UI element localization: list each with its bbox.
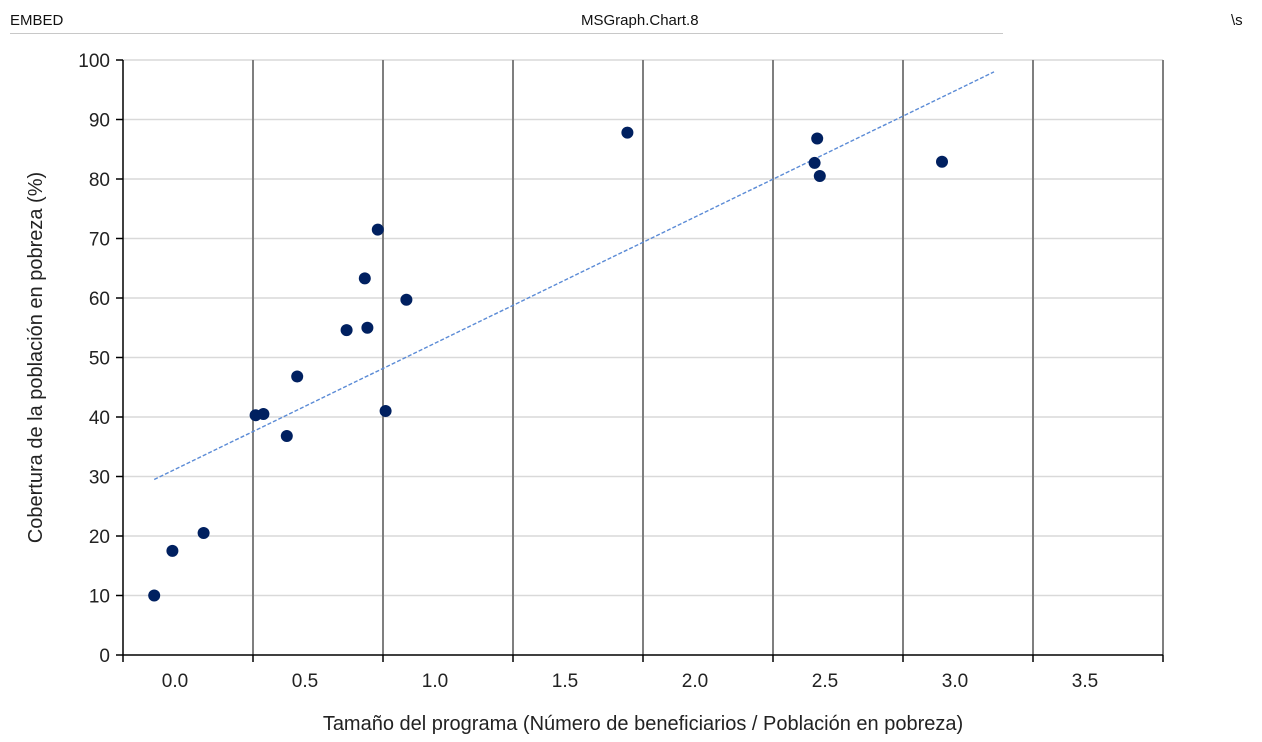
data-point <box>936 155 948 168</box>
trendline <box>153 71 995 481</box>
data-point <box>257 408 270 421</box>
y-tick-label: 70 <box>89 230 110 251</box>
axes <box>116 59 1164 662</box>
x-tick-label: 0.5 <box>292 671 318 692</box>
data-point <box>811 132 824 145</box>
data-point <box>197 527 210 540</box>
tick-labels: 0 10 20 30 40 50 60 70 80 90 100 0.0 0.5 1.0 1.5 2.0 2.5… <box>78 51 1098 692</box>
x-tick-label: 1.0 <box>422 671 448 692</box>
data-point <box>361 321 374 334</box>
x-tick-label: 3.5 <box>1072 671 1098 692</box>
y-tick-label: 30 <box>89 468 110 489</box>
data-point <box>379 405 392 418</box>
x-tick-label: 3.0 <box>942 671 968 692</box>
x-axis-title: Tamaño del programa (Número de beneficia… <box>323 713 963 735</box>
y-tick-label: 20 <box>89 527 110 548</box>
x-tick-label: 2.5 <box>812 671 838 692</box>
y-tick-label: 40 <box>89 408 110 429</box>
data-point <box>813 170 826 183</box>
data-point <box>371 223 384 236</box>
data-point <box>280 430 293 443</box>
field-switch-text: \s <box>1231 12 1243 29</box>
x-tick-label: 2.0 <box>682 671 708 692</box>
y-tick-label: 100 <box>78 51 110 72</box>
data-point <box>340 324 353 337</box>
y-tick-label: 10 <box>89 587 110 608</box>
data-point <box>621 126 634 139</box>
header-divider <box>10 33 1003 34</box>
x-tick-label: 1.5 <box>552 671 578 692</box>
y-tick-label: 90 <box>89 111 110 132</box>
y-axis-title: Cobertura de la población en pobreza (%) <box>25 172 47 543</box>
y-tick-label: 0 <box>99 646 110 667</box>
data-points <box>148 126 948 602</box>
gridlines <box>123 59 1164 655</box>
data-point <box>358 272 371 285</box>
field-class-text: MSGraph.Chart.8 <box>581 12 699 29</box>
y-tick-label: 60 <box>89 289 110 310</box>
y-tick-label: 80 <box>89 170 110 191</box>
data-point <box>291 370 304 383</box>
x-tick-label: 0.0 <box>162 671 188 692</box>
field-code-text: EMBED <box>10 12 64 29</box>
trendline-layer <box>153 71 995 481</box>
data-point <box>148 589 161 602</box>
data-point <box>808 156 821 169</box>
field-code-header: EMBED MSGraph.Chart.8 \s <box>0 0 1262 34</box>
data-point <box>400 293 413 306</box>
data-point <box>166 544 179 557</box>
y-tick-label: 50 <box>89 349 110 370</box>
